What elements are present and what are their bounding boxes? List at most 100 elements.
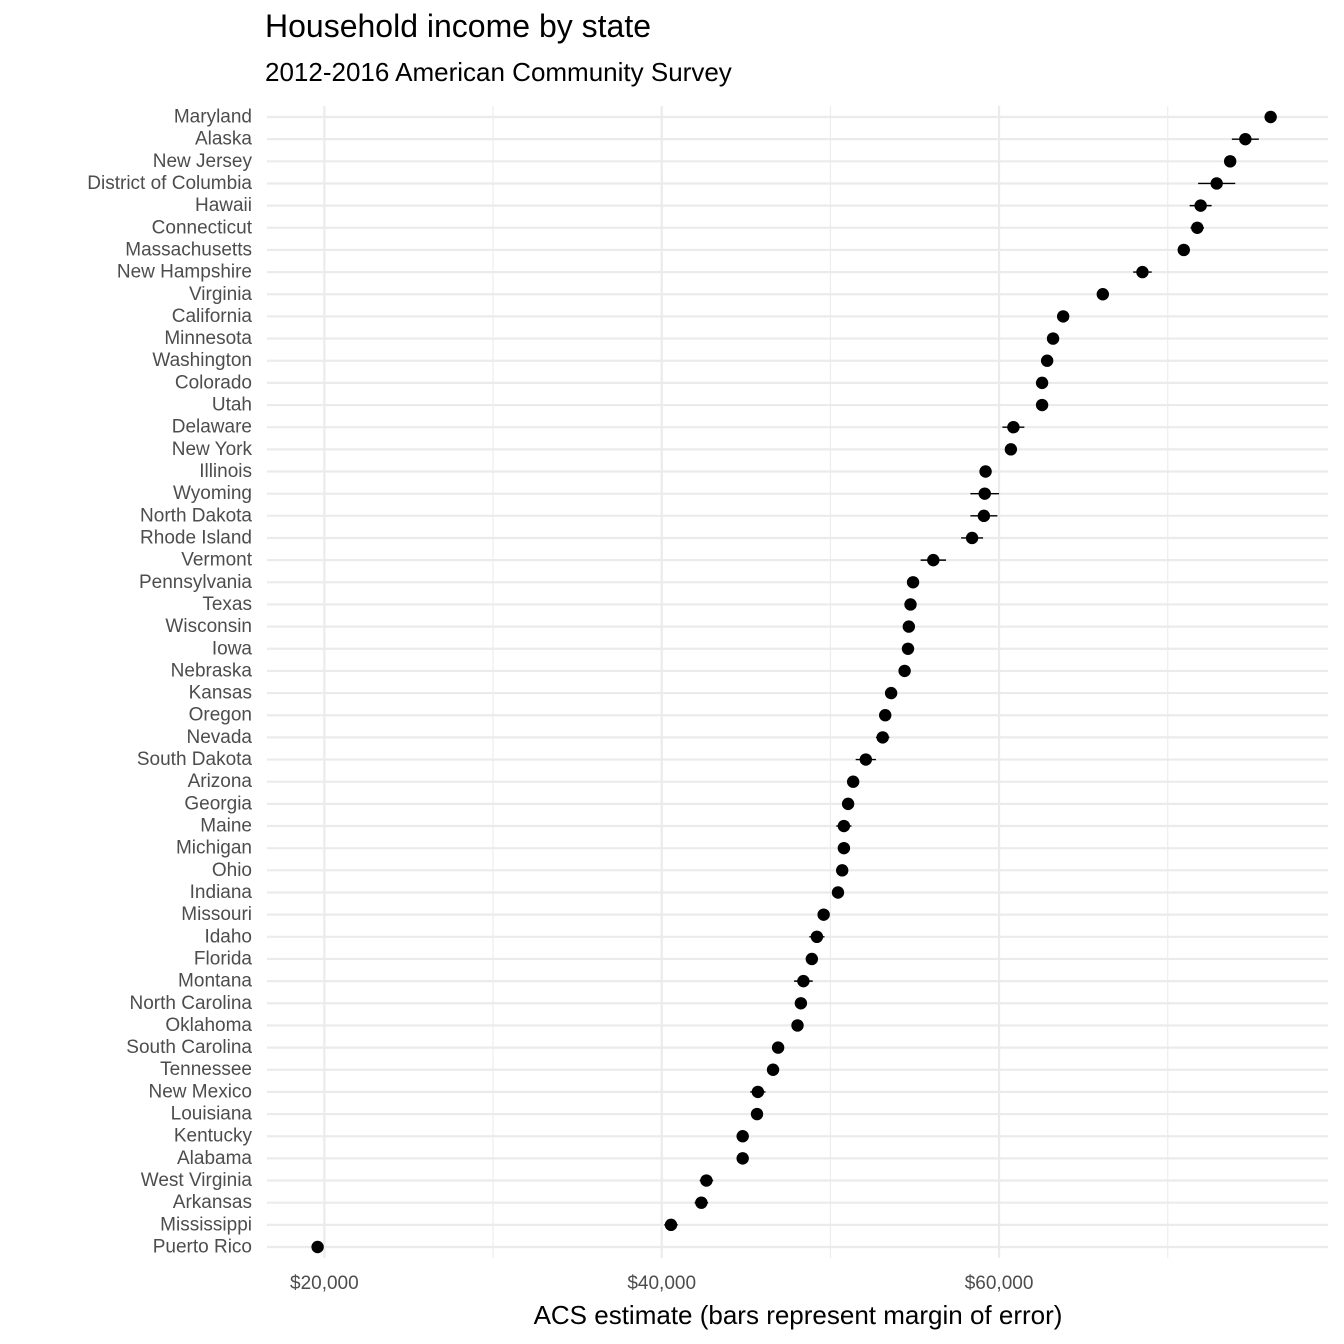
state-label: Georgia xyxy=(184,793,252,814)
data-point xyxy=(1264,110,1277,124)
data-point xyxy=(771,1041,785,1054)
data-point xyxy=(817,908,830,921)
state-label: Tennessee xyxy=(160,1059,252,1080)
state-label: Nebraska xyxy=(171,660,253,681)
x-tick-labels: $20,000 $40,000 $60,000 xyxy=(290,1273,1033,1294)
state-label: Minnesota xyxy=(164,328,252,349)
data-point xyxy=(805,952,819,966)
data-point xyxy=(1046,332,1060,345)
state-label: Florida xyxy=(194,948,253,969)
state-label: Virginia xyxy=(189,284,252,305)
data-point xyxy=(794,997,808,1010)
data-point xyxy=(810,930,824,944)
data-point xyxy=(978,487,991,500)
data-point xyxy=(859,753,873,766)
data-point xyxy=(906,576,920,589)
state-label: Montana xyxy=(178,971,252,992)
x-axis-title: ACS estimate (bars represent margin of e… xyxy=(534,1300,1063,1330)
state-label: Colorado xyxy=(175,372,252,393)
data-point xyxy=(927,553,940,567)
data-point xyxy=(831,886,845,899)
state-label: Maryland xyxy=(174,107,252,128)
state-label: Alabama xyxy=(177,1148,252,1169)
state-label: South Carolina xyxy=(126,1037,252,1058)
data-point xyxy=(1035,376,1049,390)
data-point xyxy=(736,1152,749,1165)
state-label: Puerto Rico xyxy=(153,1237,252,1258)
state-label: Ohio xyxy=(212,860,252,881)
data-point xyxy=(736,1130,749,1143)
state-label: Washington xyxy=(152,350,252,371)
data-point xyxy=(1177,243,1190,257)
data-point xyxy=(1096,288,1110,301)
data-point xyxy=(700,1174,713,1187)
data-point xyxy=(1191,221,1204,234)
data-point xyxy=(979,465,992,478)
state-label: Louisiana xyxy=(171,1104,253,1125)
state-label: Connecticut xyxy=(152,217,253,238)
data-marks xyxy=(311,110,1277,1254)
state-label: New Jersey xyxy=(153,151,253,172)
state-label: Illinois xyxy=(199,461,252,482)
state-label: Utah xyxy=(212,395,252,416)
state-label: Kansas xyxy=(189,683,252,704)
data-point xyxy=(1194,199,1207,212)
state-label: South Dakota xyxy=(137,749,253,770)
state-label: Kentucky xyxy=(174,1126,253,1147)
state-label: Maine xyxy=(200,816,252,837)
state-label: New Mexico xyxy=(149,1081,252,1102)
data-point xyxy=(1035,398,1049,412)
data-point xyxy=(846,775,860,788)
state-label: North Carolina xyxy=(130,993,253,1014)
data-point xyxy=(1239,132,1252,146)
state-label: Nevada xyxy=(187,727,253,748)
state-label: Arkansas xyxy=(173,1192,252,1213)
data-point xyxy=(965,531,979,545)
state-label: Delaware xyxy=(172,417,252,438)
state-label: Pennsylvania xyxy=(139,572,252,593)
state-label: Michigan xyxy=(176,838,252,859)
data-point xyxy=(797,974,810,988)
grid-layer xyxy=(267,106,1328,1258)
data-point xyxy=(841,797,855,811)
data-point xyxy=(664,1218,678,1232)
data-point xyxy=(837,819,851,833)
state-label: North Dakota xyxy=(140,505,252,526)
data-point xyxy=(876,731,889,744)
data-point xyxy=(898,664,911,678)
state-label: California xyxy=(172,306,253,327)
data-point xyxy=(837,841,851,855)
state-label: Iowa xyxy=(212,638,253,659)
data-point xyxy=(977,509,991,523)
state-label: Mississippi xyxy=(160,1214,252,1235)
x-tick-label: $40,000 xyxy=(627,1273,696,1294)
data-point xyxy=(751,1085,765,1099)
data-point xyxy=(902,620,916,633)
data-point xyxy=(901,642,915,655)
state-label: Vermont xyxy=(181,550,252,571)
state-label: District of Columbia xyxy=(87,173,252,194)
data-point xyxy=(750,1107,764,1121)
state-label: Indiana xyxy=(190,882,253,903)
data-point xyxy=(695,1196,708,1209)
state-label: Oklahoma xyxy=(165,1015,252,1036)
data-point xyxy=(904,598,917,611)
data-point xyxy=(879,709,892,722)
state-label: Rhode Island xyxy=(140,527,252,548)
data-point xyxy=(1007,420,1020,434)
state-label: Massachusetts xyxy=(125,239,252,260)
state-label: Texas xyxy=(202,594,252,615)
data-point xyxy=(884,686,898,700)
x-tick-label: $60,000 xyxy=(965,1273,1034,1294)
state-label: Arizona xyxy=(188,771,253,792)
state-label: West Virginia xyxy=(141,1170,253,1191)
chart-subtitle: 2012-2016 American Community Survey xyxy=(265,57,732,87)
chart-title: Household income by state xyxy=(265,8,651,44)
data-point xyxy=(1136,265,1149,279)
data-point xyxy=(1004,443,1018,456)
data-point xyxy=(1040,354,1054,367)
state-label: Missouri xyxy=(181,904,252,925)
data-point xyxy=(791,1019,804,1032)
